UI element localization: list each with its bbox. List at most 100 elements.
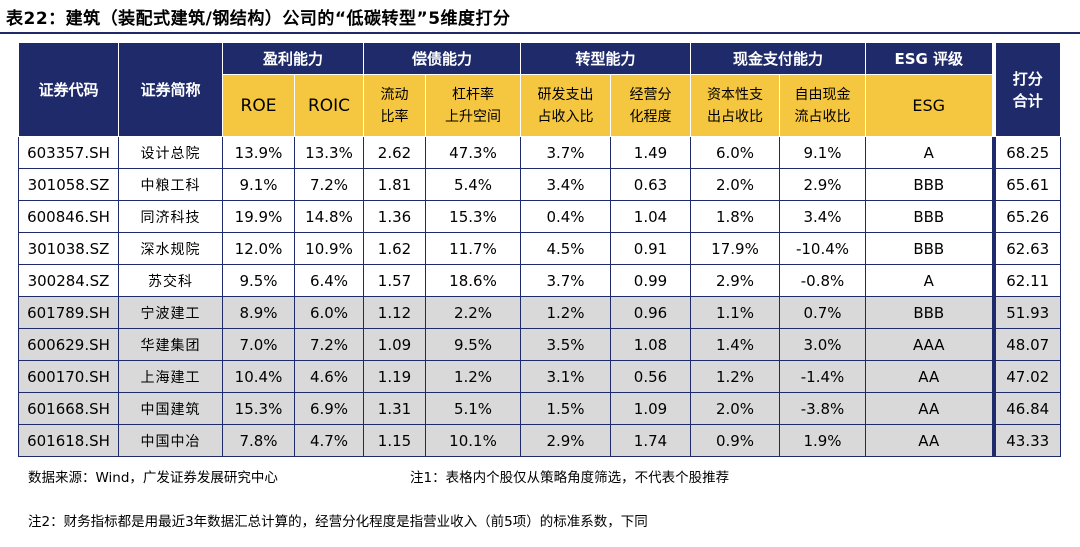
cell-current-ratio: 1.12	[363, 296, 426, 329]
cell-capex: 17.9%	[690, 232, 780, 265]
header-score-l2: 合计	[1012, 91, 1043, 110]
cell-esg: BBB	[865, 200, 994, 233]
source-note: 数据来源：Wind，广发证券发展研究中心	[28, 470, 278, 486]
header-name: 证券简称	[118, 42, 223, 137]
cell-score: 47.02	[991, 360, 1061, 393]
cell-capex: 1.1%	[690, 296, 780, 329]
cell-leverage: 18.6%	[425, 264, 521, 297]
cell-name: 上海建工	[118, 360, 223, 393]
cell-score: 65.26	[991, 200, 1061, 233]
cell-rd: 0.4%	[520, 200, 611, 233]
cell-capex: 2.0%	[690, 168, 780, 201]
header-fcf-l2: 流占收比	[794, 108, 851, 125]
header-score: 打分 合计	[991, 42, 1061, 137]
cell-current-ratio: 2.62	[363, 136, 426, 169]
cell-leverage: 5.1%	[425, 392, 521, 425]
cell-diversification: 1.09	[610, 392, 691, 425]
header-current-ratio: 流动 比率	[363, 74, 426, 137]
header-fcf-l1: 自由现金	[794, 86, 851, 103]
cell-diversification: 1.04	[610, 200, 691, 233]
cell-diversification: 0.99	[610, 264, 691, 297]
cell-leverage: 47.3%	[425, 136, 521, 169]
cell-capex: 2.9%	[690, 264, 780, 297]
cell-capex: 1.2%	[690, 360, 780, 393]
cell-code: 600170.SH	[18, 360, 119, 393]
cell-code: 601618.SH	[18, 424, 119, 457]
cell-rd: 3.7%	[520, 136, 611, 169]
cell-roe: 10.4%	[222, 360, 295, 393]
table-row: 600170.SH 上海建工 10.4% 4.6% 1.19 1.2% 3.1% 0.56 1.…	[18, 360, 1061, 393]
cell-diversification: 0.91	[610, 232, 691, 265]
header-diversification-l2: 化程度	[629, 108, 672, 125]
cell-code: 300284.SZ	[18, 264, 119, 297]
cell-esg: A	[865, 136, 994, 169]
cell-fcf: 9.1%	[779, 136, 866, 169]
cell-roic: 7.2%	[294, 168, 364, 201]
header-rd-l1: 研发支出	[537, 86, 594, 103]
header-rd-l2: 占收入比	[537, 108, 594, 125]
cell-current-ratio: 1.09	[363, 328, 426, 361]
cell-roe: 9.1%	[222, 168, 295, 201]
table-row: 300284.SZ 苏交科 9.5% 6.4% 1.57 18.6% 3.7% 0.99 2.9…	[18, 264, 1061, 297]
cell-name: 中粮工科	[118, 168, 223, 201]
table-row: 600846.SH 同济科技 19.9% 14.8% 1.36 15.3% 0.4% 1.04…	[18, 200, 1061, 233]
header-roic: ROIC	[294, 74, 364, 137]
cell-rd: 1.2%	[520, 296, 611, 329]
cell-esg: A	[865, 264, 994, 297]
cell-name: 同济科技	[118, 200, 223, 233]
cell-roic: 6.4%	[294, 264, 364, 297]
title-rule	[0, 32, 1080, 34]
cell-current-ratio: 1.57	[363, 264, 426, 297]
cell-diversification: 1.49	[610, 136, 691, 169]
cell-fcf: 1.9%	[779, 424, 866, 457]
cell-esg: AA	[865, 424, 994, 457]
cell-name: 设计总院	[118, 136, 223, 169]
cell-esg: AA	[865, 392, 994, 425]
cell-roic: 14.8%	[294, 200, 364, 233]
cell-fcf: 2.9%	[779, 168, 866, 201]
cell-fcf: -3.8%	[779, 392, 866, 425]
cell-esg: BBB	[865, 296, 994, 329]
cell-rd: 3.5%	[520, 328, 611, 361]
cell-fcf: -1.4%	[779, 360, 866, 393]
cell-current-ratio: 1.19	[363, 360, 426, 393]
cell-code: 601668.SH	[18, 392, 119, 425]
cell-leverage: 1.2%	[425, 360, 521, 393]
header-current-ratio-l1: 流动	[380, 86, 409, 103]
cell-roe: 19.9%	[222, 200, 295, 233]
cell-fcf: 3.4%	[779, 200, 866, 233]
cell-name: 华建集团	[118, 328, 223, 361]
header-group-debt: 偿债能力	[363, 42, 521, 75]
cell-rd: 4.5%	[520, 232, 611, 265]
cell-fcf: -0.8%	[779, 264, 866, 297]
cell-roe: 15.3%	[222, 392, 295, 425]
header-capex: 资本性支 出占收比	[690, 74, 780, 137]
cell-roic: 7.2%	[294, 328, 364, 361]
cell-name: 中国建筑	[118, 392, 223, 425]
cell-score: 62.11	[991, 264, 1061, 297]
header-leverage-l2: 上升空间	[445, 108, 501, 125]
table-row: 603357.SH 设计总院 13.9% 13.3% 2.62 47.3% 3.7% 1.49…	[18, 136, 1061, 169]
cell-current-ratio: 1.62	[363, 232, 426, 265]
table-row: 601618.SH 中国中冶 7.8% 4.7% 1.15 10.1% 2.9% 1.74 0.…	[18, 424, 1061, 457]
cell-roe: 8.9%	[222, 296, 295, 329]
cell-code: 301058.SZ	[18, 168, 119, 201]
cell-esg: BBB	[865, 232, 994, 265]
cell-roe: 13.9%	[222, 136, 295, 169]
note-2: 注2：财务指标都是用最近3年数据汇总计算的，经营分化程度是指营业收入（前5项）的…	[28, 514, 648, 530]
cell-score: 51.93	[991, 296, 1061, 329]
header-capex-l1: 资本性支	[707, 86, 763, 103]
cell-diversification: 0.63	[610, 168, 691, 201]
cell-roe: 12.0%	[222, 232, 295, 265]
header-diversification-l1: 经营分	[629, 86, 672, 103]
table-row: 301058.SZ 中粮工科 9.1% 7.2% 1.81 5.4% 3.4% 0.63 2.0…	[18, 168, 1061, 201]
cell-esg: AAA	[865, 328, 994, 361]
cell-roe: 9.5%	[222, 264, 295, 297]
cell-roic: 10.9%	[294, 232, 364, 265]
cell-capex: 2.0%	[690, 392, 780, 425]
cell-diversification: 0.56	[610, 360, 691, 393]
header-fcf: 自由现金 流占收比	[779, 74, 866, 137]
cell-score: 65.61	[991, 168, 1061, 201]
header-group-profit: 盈利能力	[222, 42, 364, 75]
cell-esg: BBB	[865, 168, 994, 201]
